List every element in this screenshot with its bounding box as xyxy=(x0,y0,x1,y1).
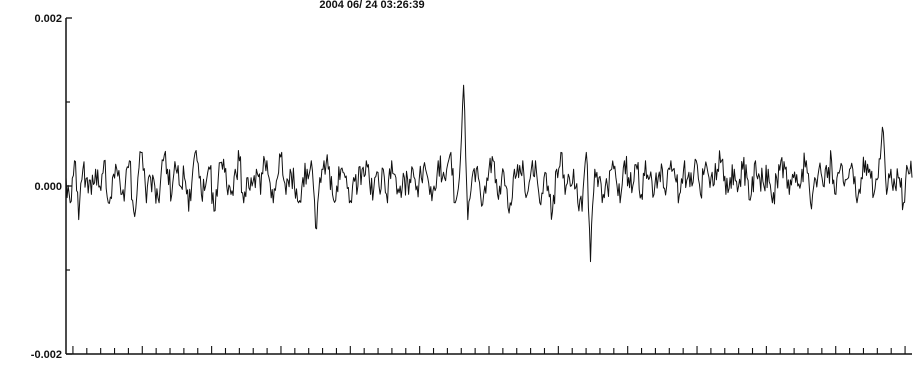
y-tick-label: -0.002 xyxy=(31,349,62,361)
y-tick-label: 0.000 xyxy=(34,181,62,193)
series-line-0 xyxy=(65,84,913,263)
chart-title: 2004 06/ 24 03:26:39 xyxy=(319,0,424,11)
plot-area xyxy=(65,84,913,263)
y-axis-ticks: 0.002 0.000 -0.002 xyxy=(31,13,72,361)
y-tick-label: 0.002 xyxy=(34,13,62,25)
x-axis-ticks xyxy=(72,346,906,354)
